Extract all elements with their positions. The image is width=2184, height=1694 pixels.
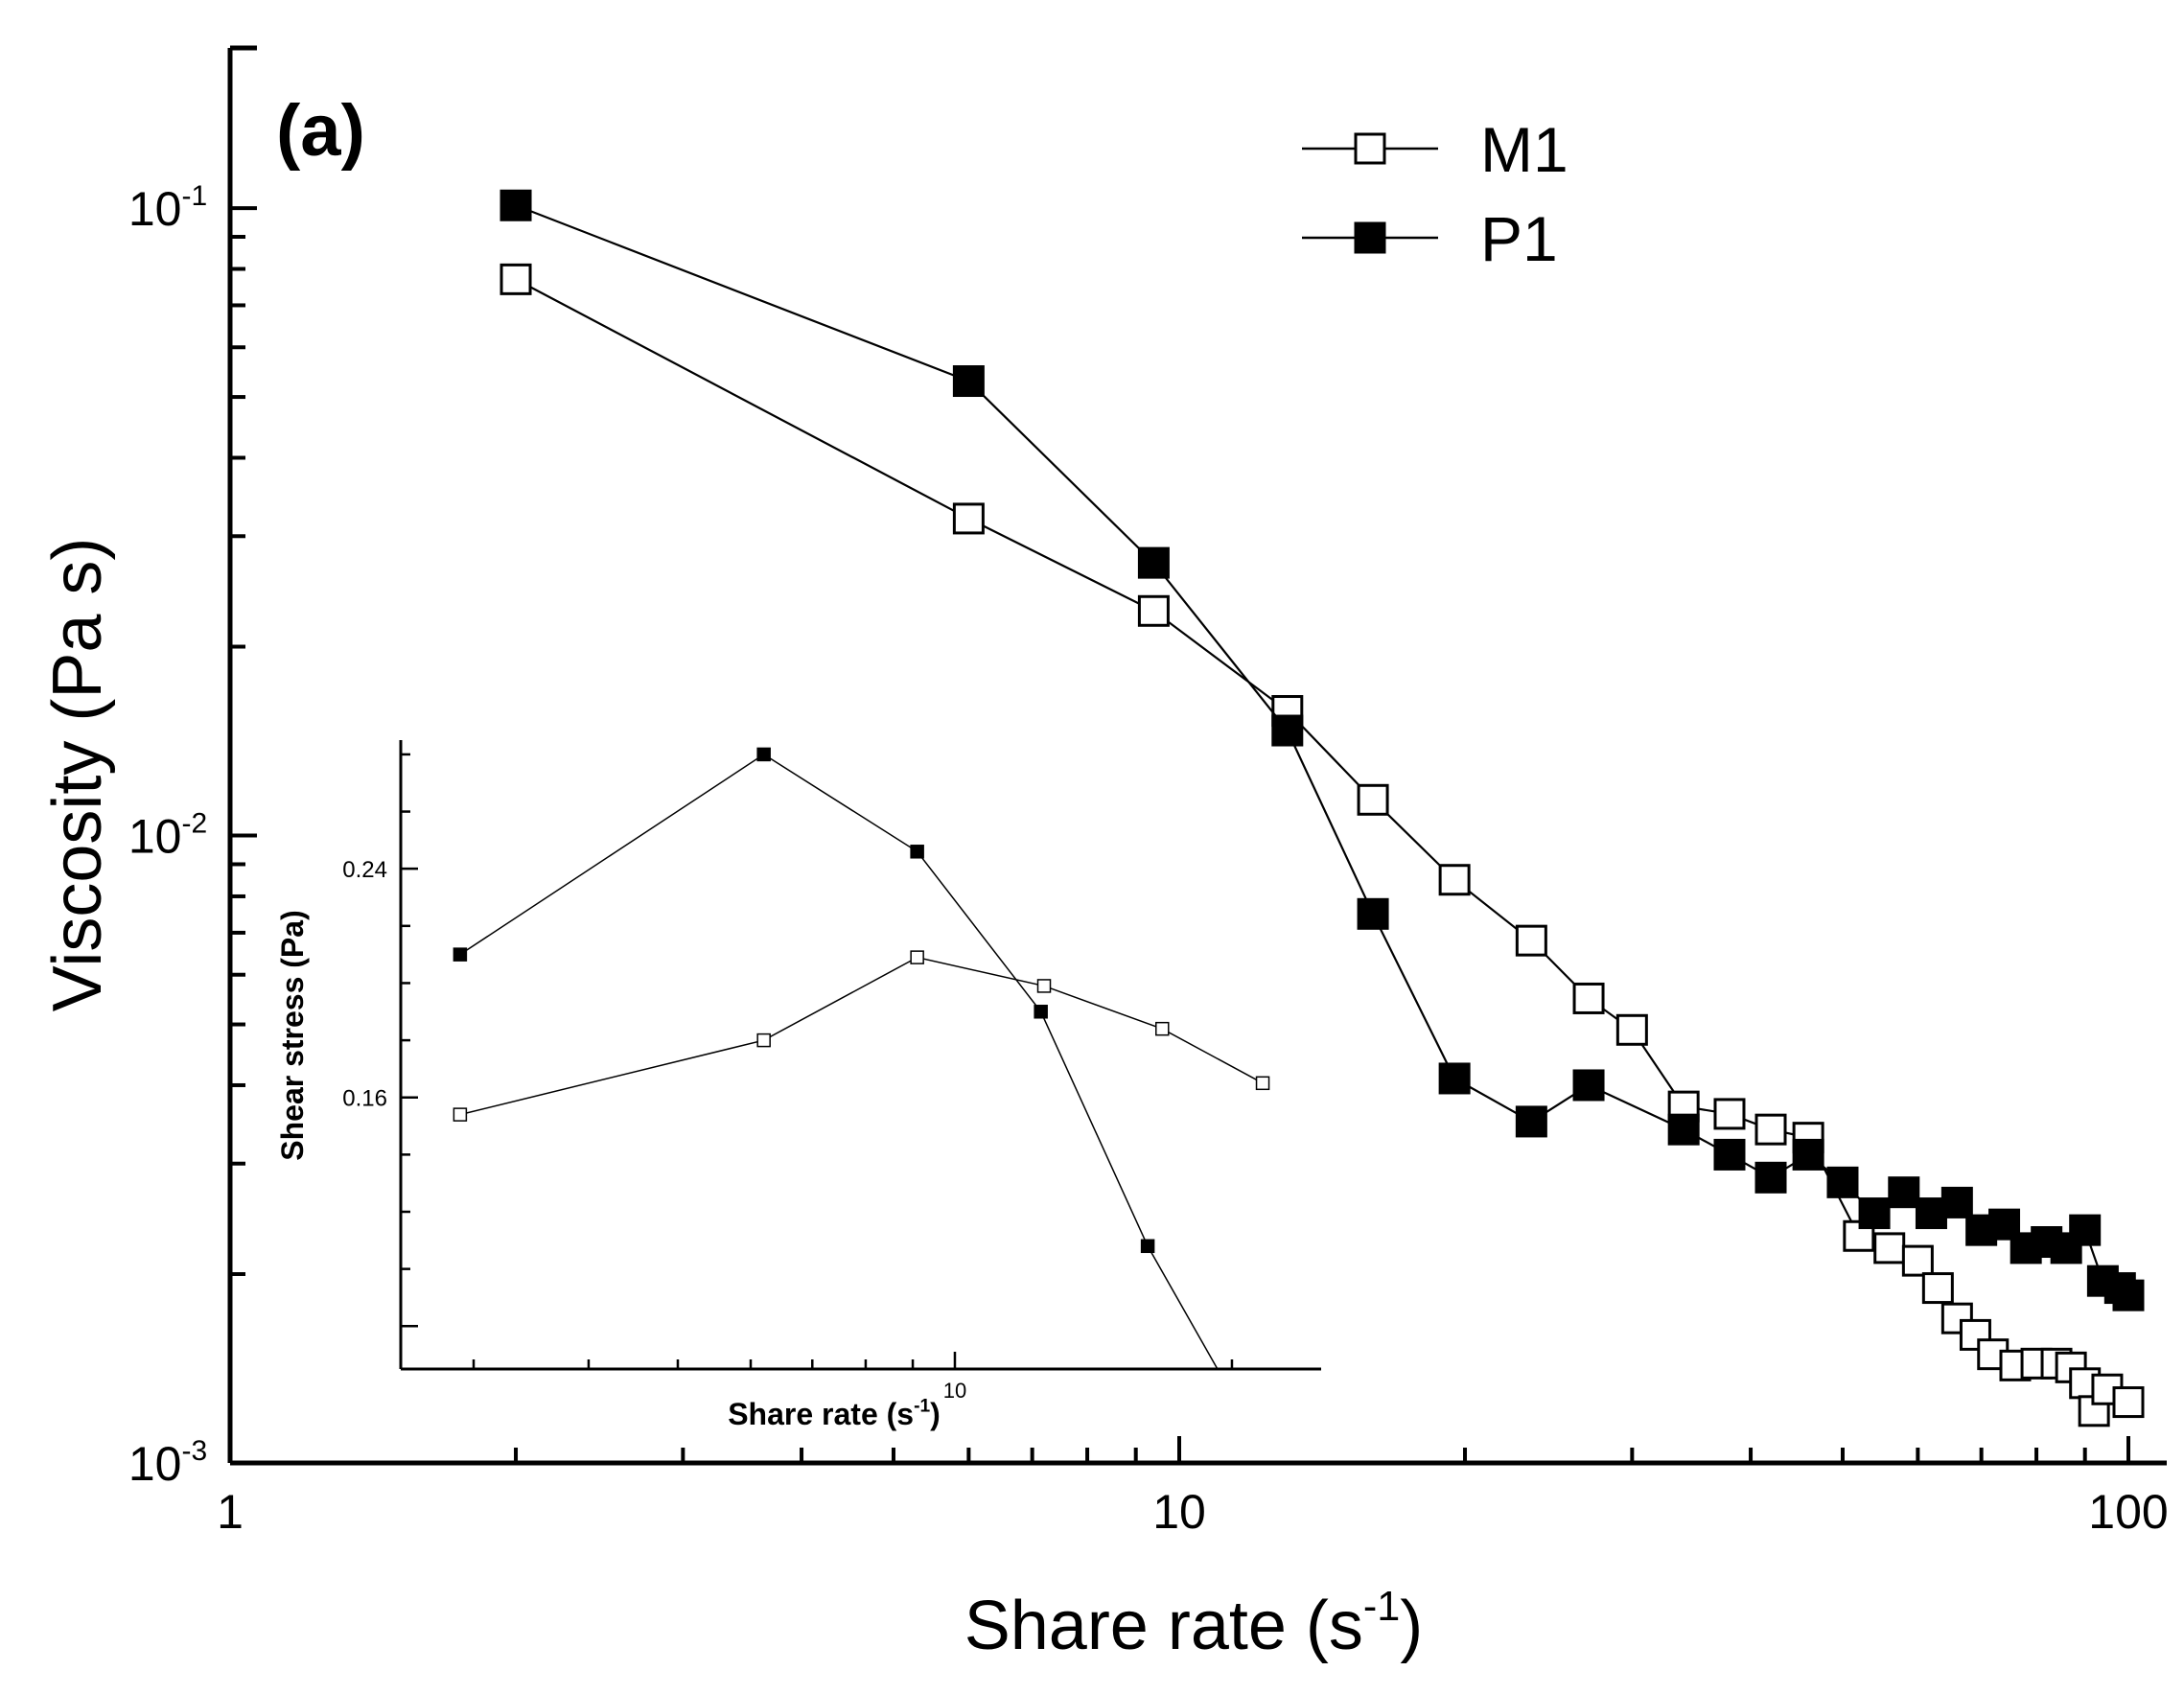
main-y-axis-title: Viscosity (Pa s) bbox=[39, 538, 116, 1012]
inset-series-M1-line bbox=[459, 956, 1264, 1116]
main-M1-point-10 bbox=[1713, 1098, 1746, 1130]
main-M1-point-27 bbox=[2112, 1386, 2145, 1419]
main-P1-point-7 bbox=[1572, 1069, 1605, 1102]
inset-P1-point-1 bbox=[756, 747, 771, 762]
main-M1-point-16 bbox=[1921, 1272, 1954, 1305]
main-x-tick-label: 10 bbox=[1152, 1485, 1206, 1539]
main-x-tick-label: 100 bbox=[2088, 1485, 2168, 1539]
main-P1-point-2 bbox=[1137, 546, 1170, 579]
inset-x-axis-title: Share rate (s-1) bbox=[728, 1397, 941, 1431]
inset-series-P1-line bbox=[459, 754, 1219, 1369]
main-M1-point-11 bbox=[1754, 1113, 1787, 1146]
main-P1-point-1 bbox=[952, 365, 985, 398]
panel-label: (a) bbox=[276, 90, 365, 172]
main-P1-point-9 bbox=[1713, 1138, 1746, 1171]
main-M1-point-4 bbox=[1357, 783, 1389, 816]
inset-M1-point-5 bbox=[1255, 1076, 1270, 1091]
main-x-axis-title: Share rate (s-1) bbox=[964, 1584, 1424, 1664]
main-M1-point-0 bbox=[500, 263, 532, 295]
main-y-tick-label: 10-3 bbox=[128, 1435, 207, 1491]
main-y-tick-label: 10-1 bbox=[128, 180, 207, 236]
main-y-tick-label-superscript: -2 bbox=[181, 808, 207, 840]
legend-P1-label: P1 bbox=[1480, 203, 1558, 274]
inset-x-axis-title-base: Share rate (s bbox=[728, 1397, 914, 1431]
main-x-axis-title-end: ) bbox=[1400, 1588, 1423, 1664]
main-x-tick-label: 1 bbox=[217, 1485, 244, 1539]
inset-x-tick-label: 10 bbox=[943, 1379, 966, 1403]
main-M1-point-5 bbox=[1438, 864, 1471, 896]
main-M1-point-2 bbox=[1137, 594, 1170, 627]
main-P1-point-14 bbox=[1888, 1176, 1920, 1209]
main-P1-point-5 bbox=[1438, 1062, 1471, 1095]
main-P1-point-22 bbox=[2069, 1214, 2102, 1246]
main-P1-point-10 bbox=[1754, 1161, 1787, 1194]
main-M1-point-15 bbox=[1901, 1244, 1934, 1277]
main-M1-point-6 bbox=[1515, 924, 1547, 957]
main-P1-point-13 bbox=[1858, 1197, 1891, 1230]
main-P1-point-21 bbox=[2050, 1232, 2082, 1265]
inset-P1-point-2 bbox=[910, 845, 924, 859]
inset-x-axis-title-superscript: -1 bbox=[914, 1397, 930, 1417]
legend-P1-marker bbox=[1354, 221, 1386, 254]
inset-M1-point-4 bbox=[1155, 1021, 1170, 1036]
main-P1-point-11 bbox=[1792, 1138, 1824, 1171]
inset-M1-point-3 bbox=[1036, 979, 1052, 993]
inset-P1-point-0 bbox=[453, 947, 468, 962]
inset-M1-point-2 bbox=[910, 950, 924, 964]
legend-M1-label: M1 bbox=[1480, 114, 1568, 185]
inset-M1-point-1 bbox=[756, 1033, 771, 1048]
main-P1-point-3 bbox=[1271, 714, 1304, 747]
main-y-tick-label-base: 10 bbox=[128, 810, 182, 864]
inset-y-axis-title: Shear stress (Pa) bbox=[275, 910, 310, 1160]
main-P1-point-15 bbox=[1915, 1197, 1947, 1230]
inset-series-group bbox=[453, 747, 1270, 1369]
main-y-tick-label-superscript: -3 bbox=[181, 1435, 207, 1467]
inset-P1-point-4 bbox=[1140, 1239, 1155, 1254]
main-M1-point-1 bbox=[952, 502, 985, 535]
main-P1-point-0 bbox=[500, 189, 532, 221]
inset-y-tick-label: 0.24 bbox=[342, 857, 387, 883]
main-P1-point-16 bbox=[1940, 1186, 1973, 1218]
main-P1-point-25 bbox=[2112, 1279, 2145, 1311]
main-y-tick-label-superscript: -1 bbox=[181, 180, 207, 212]
main-P1-point-4 bbox=[1357, 897, 1389, 930]
inset-P1-point-3 bbox=[1034, 1005, 1048, 1019]
main-y-tick-label-base: 10 bbox=[128, 1437, 182, 1491]
legend-M1-marker bbox=[1354, 132, 1386, 165]
inset-y-tick-label: 0.16 bbox=[342, 1086, 387, 1112]
main-M1-point-14 bbox=[1873, 1232, 1906, 1265]
main-x-axis-title-superscript: -1 bbox=[1363, 1584, 1400, 1630]
main-P1-point-12 bbox=[1826, 1166, 1859, 1198]
main-M1-point-7 bbox=[1572, 982, 1605, 1014]
main-P1-point-6 bbox=[1515, 1105, 1547, 1138]
main-y-tick-label-base: 10 bbox=[128, 182, 182, 236]
main-P1-point-8 bbox=[1667, 1113, 1700, 1146]
inset-M1-point-0 bbox=[453, 1107, 468, 1122]
main-x-axis-title-base: Share rate (s bbox=[964, 1588, 1363, 1664]
main-y-tick-label: 10-2 bbox=[128, 808, 207, 864]
main-M1-point-8 bbox=[1615, 1013, 1648, 1046]
inset-x-axis-title-end: ) bbox=[930, 1397, 941, 1431]
